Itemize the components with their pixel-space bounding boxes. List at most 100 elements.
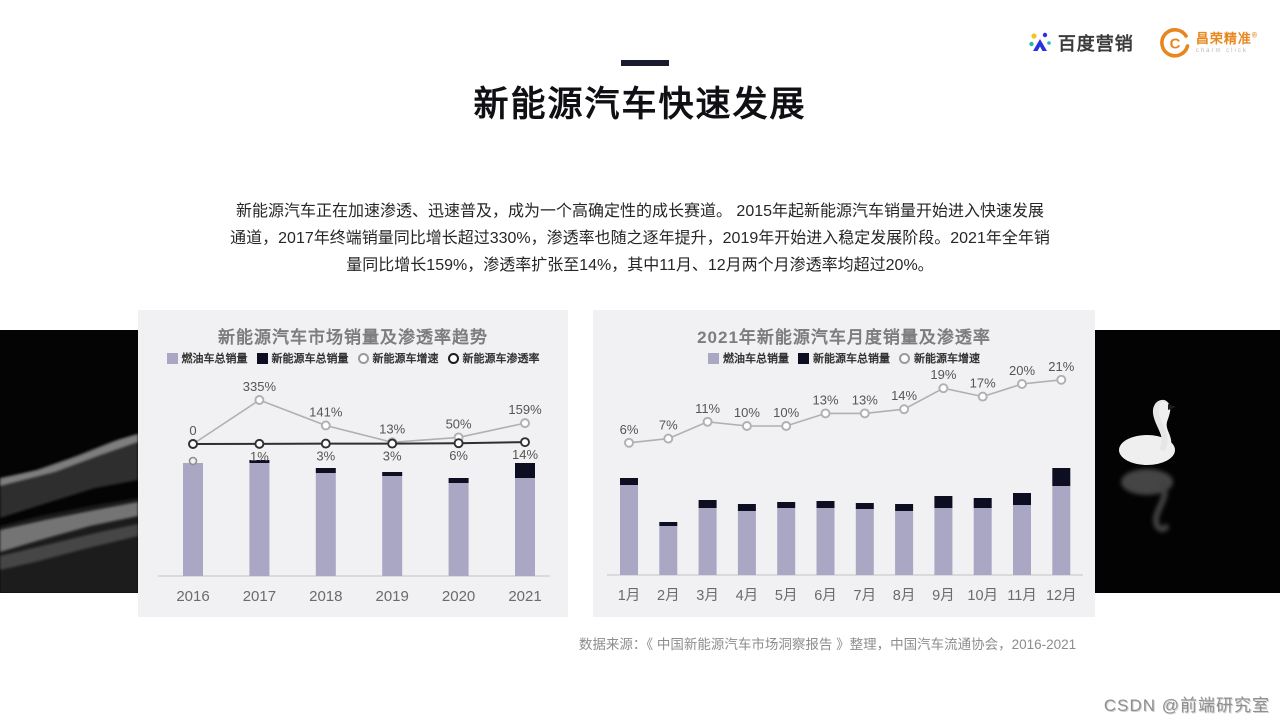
line-marker xyxy=(188,439,198,449)
line-marker xyxy=(938,383,949,394)
legend-item: 新能源车渗透率 xyxy=(447,350,540,366)
nev-bar xyxy=(698,500,717,508)
fuel-bar xyxy=(249,463,270,576)
changrong-sublabel: charm click xyxy=(1195,47,1248,54)
line-marker xyxy=(702,416,713,427)
right-photo-swan xyxy=(1095,330,1280,593)
line-marker xyxy=(1056,374,1067,385)
x-tick-label: 3月 xyxy=(696,588,719,604)
legend-item: 新能源车增速 xyxy=(357,350,439,366)
nev-bar xyxy=(1013,493,1031,505)
line-marker xyxy=(859,408,870,419)
line-marker xyxy=(741,421,752,431)
legend-square-icon xyxy=(798,352,809,364)
x-tick-label: 2017 xyxy=(243,588,276,605)
line-marker xyxy=(453,438,464,449)
nev-bar xyxy=(382,472,403,476)
line-marker xyxy=(254,395,265,405)
data-label: 159% xyxy=(508,402,542,417)
fuel-bar xyxy=(698,508,717,575)
changrong-icon: C xyxy=(1159,28,1190,58)
x-tick-label: 2月 xyxy=(657,588,680,604)
data-label: 13% xyxy=(852,392,878,407)
data-label: 10% xyxy=(773,405,799,420)
nev-bar xyxy=(315,468,336,473)
svg-text:C: C xyxy=(1169,36,1180,53)
legend-item: 燃油车总销量 xyxy=(166,350,248,366)
x-tick-label: 2018 xyxy=(309,588,342,605)
line-series xyxy=(192,441,526,445)
nev-bar xyxy=(816,501,835,508)
legend-label: 燃油车总销量 xyxy=(723,353,789,365)
line-marker xyxy=(320,420,331,431)
fuel-bar xyxy=(448,483,469,576)
x-tick-label: 10月 xyxy=(967,588,998,604)
data-label: 335% xyxy=(243,379,277,394)
x-tick-label: 5月 xyxy=(775,588,798,604)
x-tick-label: 11月 xyxy=(1007,588,1037,604)
baidu-marketing-label: 百度营销 xyxy=(1057,34,1134,54)
line-marker xyxy=(820,408,831,419)
page-title: 新能源汽车快速发展 xyxy=(473,85,807,124)
left-photo-rocks xyxy=(0,330,138,593)
legend-label: 新能源车增速 xyxy=(372,353,439,365)
nev-bar xyxy=(737,504,756,511)
x-tick-label: 7月 xyxy=(854,588,877,604)
line-series xyxy=(628,379,1062,444)
data-source-note: 数据来源：《 中国新能源汽车市场洞察报告 》整理，中国汽车流通协会，2016-2… xyxy=(578,637,1077,652)
fuel-bar xyxy=(855,509,874,575)
data-label: 141% xyxy=(309,404,343,419)
legend-ring-icon xyxy=(447,352,459,364)
left-chart-legend: 燃油车总销量 新能源车总销量 新能源车增速 新能源车渗透率 xyxy=(138,350,568,366)
data-label: 0 xyxy=(189,423,196,438)
line-marker xyxy=(320,438,331,449)
left-chart-plot: 2016 2017 2018 2019 2020 2021 0 335% 141% 13% 50% 1… xyxy=(158,379,550,605)
intro-line-2: 通道，2017年终端销量同比增长超过330%，渗透率也随之逐年提升，2019年开… xyxy=(230,230,1050,247)
fuel-bar xyxy=(737,511,756,575)
nev-bar xyxy=(448,478,469,483)
changrong-label: 昌荣精准® xyxy=(1195,30,1258,46)
changrong-logo: C 昌荣精准® charm click xyxy=(1159,28,1258,58)
nev-bar xyxy=(934,496,953,508)
data-label: 20% xyxy=(1009,363,1035,378)
data-label: 19% xyxy=(930,367,956,382)
swan-body xyxy=(1119,399,1176,465)
x-tick-label: 2021 xyxy=(508,588,541,605)
bar-top-marker xyxy=(188,456,198,466)
data-label: 21% xyxy=(1048,359,1074,374)
x-tick-label: 6月 xyxy=(814,588,837,604)
legend-label: 燃油车总销量 xyxy=(181,353,248,365)
x-tick-label: 2019 xyxy=(376,588,409,605)
nev-bar xyxy=(895,504,914,511)
fuel-bar xyxy=(777,508,796,575)
nev-bar xyxy=(620,478,638,485)
fuel-bar xyxy=(1013,505,1031,575)
nev-bar xyxy=(973,498,992,508)
line-marker xyxy=(520,437,530,448)
fuel-bar xyxy=(973,508,992,575)
fuel-bar xyxy=(895,511,914,575)
line-marker xyxy=(899,404,910,415)
reg-mark: ® xyxy=(1251,32,1258,40)
data-label: 14% xyxy=(891,388,917,403)
watermark: CSDN @前端研究室 xyxy=(1103,696,1270,715)
fuel-bar xyxy=(934,508,953,575)
fuel-bar xyxy=(1052,486,1071,575)
legend-square-icon xyxy=(166,352,178,364)
header-logos: 百度营销 C 昌荣精准® charm click xyxy=(1028,28,1258,58)
x-tick-label: 9月 xyxy=(932,588,955,604)
fuel-bar xyxy=(620,485,638,575)
swan-reflection xyxy=(1121,469,1173,533)
left-chart-title: 新能源汽车市场销量及渗透率趋势 xyxy=(218,328,488,347)
data-label: 6% xyxy=(449,448,468,463)
line-marker xyxy=(1017,379,1027,389)
x-tick-label: 1月 xyxy=(618,588,641,604)
x-tick-label: 12月 xyxy=(1046,588,1077,604)
line-marker xyxy=(663,433,674,444)
data-label: 17% xyxy=(970,376,996,391)
nev-bar xyxy=(777,502,796,508)
legend-ring-icon xyxy=(899,352,910,364)
swan-image xyxy=(1095,330,1280,593)
data-label: 11% xyxy=(695,401,720,416)
